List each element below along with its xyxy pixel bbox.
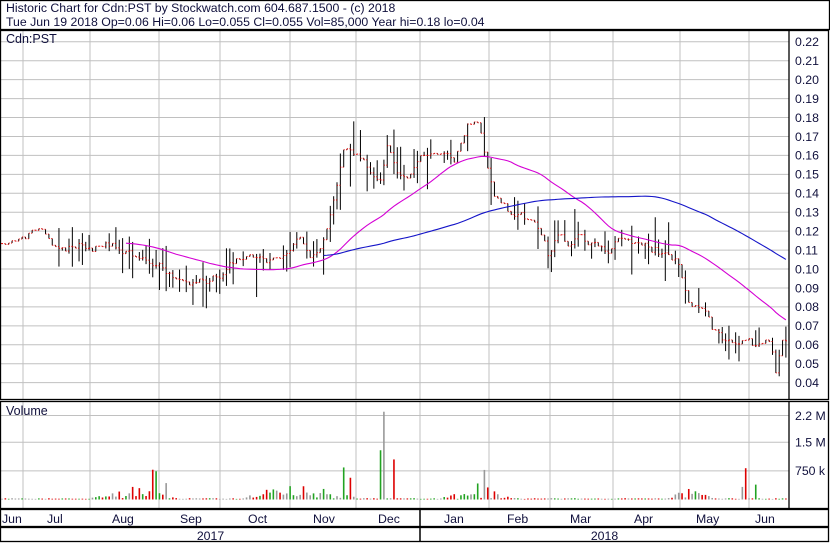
svg-text:2018: 2018 — [591, 529, 619, 543]
svg-text:0.08: 0.08 — [795, 300, 819, 314]
svg-text:0.09: 0.09 — [795, 281, 819, 295]
svg-text:Jun: Jun — [2, 512, 22, 526]
svg-text:Jun: Jun — [755, 512, 775, 526]
svg-text:750 k: 750 k — [795, 464, 826, 478]
svg-text:Nov: Nov — [313, 512, 336, 526]
svg-text:0.06: 0.06 — [795, 338, 819, 352]
svg-text:Volume: Volume — [6, 404, 48, 418]
svg-text:0.12: 0.12 — [795, 224, 819, 238]
svg-text:0.10: 0.10 — [795, 262, 819, 276]
svg-text:Historic Chart for Cdn:PST by: Historic Chart for Cdn:PST by Stockwatch… — [6, 1, 396, 15]
svg-text:0.11: 0.11 — [795, 243, 818, 257]
svg-text:Oct: Oct — [248, 512, 268, 526]
svg-text:Apr: Apr — [634, 512, 653, 526]
svg-text:0.16: 0.16 — [795, 149, 819, 163]
svg-text:0.21: 0.21 — [795, 54, 819, 68]
svg-text:Cdn:PST: Cdn:PST — [6, 32, 57, 46]
svg-text:0.22: 0.22 — [795, 35, 819, 49]
svg-text:Jan: Jan — [444, 512, 464, 526]
svg-text:0.14: 0.14 — [795, 187, 819, 201]
svg-text:2.2 M: 2.2 M — [795, 409, 826, 423]
svg-text:2017: 2017 — [197, 529, 225, 543]
svg-text:Aug: Aug — [112, 512, 134, 526]
svg-text:0.13: 0.13 — [795, 206, 819, 220]
svg-text:0.19: 0.19 — [795, 92, 819, 106]
svg-text:Dec: Dec — [378, 512, 400, 526]
svg-text:0.04: 0.04 — [795, 376, 819, 390]
svg-text:Tue Jun 19 2018 Op=0.06 Hi=0: Tue Jun 19 2018 Op=0.06 Hi=0.06 Lo=0.055… — [6, 15, 485, 29]
svg-text:0.05: 0.05 — [795, 357, 819, 371]
svg-text:Jul: Jul — [47, 512, 63, 526]
svg-text:1.5 M: 1.5 M — [795, 436, 826, 450]
svg-text:Sep: Sep — [180, 512, 202, 526]
svg-text:0.18: 0.18 — [795, 111, 819, 125]
svg-text:0.20: 0.20 — [795, 73, 819, 87]
svg-text:Mar: Mar — [570, 512, 591, 526]
svg-text:May: May — [696, 512, 720, 526]
svg-text:0.07: 0.07 — [795, 319, 819, 333]
svg-text:Feb: Feb — [507, 512, 528, 526]
svg-text:0.15: 0.15 — [795, 168, 819, 182]
svg-text:0.17: 0.17 — [795, 130, 819, 144]
